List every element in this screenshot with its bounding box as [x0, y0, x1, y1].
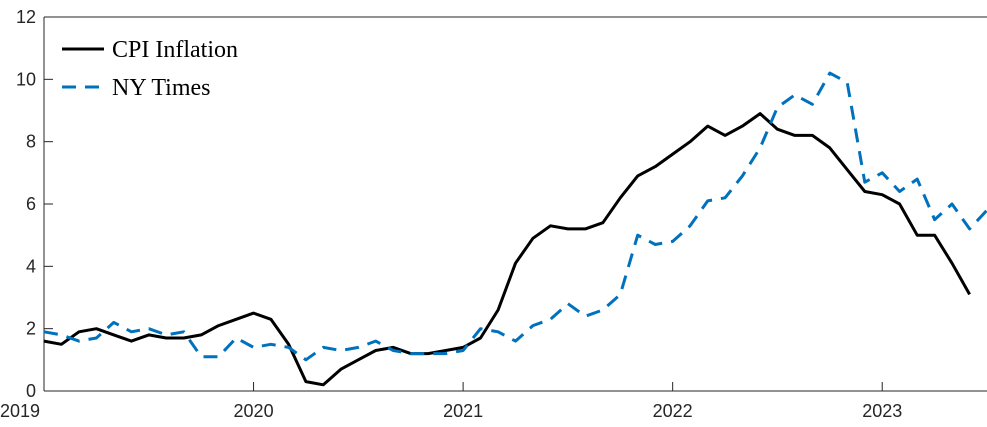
y-tick-label: 2	[26, 319, 36, 339]
axes: 0 2 4 6 8 10 12 2019 2020 2021 2022 2023	[0, 7, 987, 421]
y-tick-label: 12	[16, 7, 36, 27]
y-tick-label: 8	[26, 132, 36, 152]
y-tick-label: 6	[26, 194, 36, 214]
legend-label: NY Times	[112, 75, 210, 101]
ny-times-series-line	[43, 71, 987, 362]
cpi-inflation-series-line	[43, 112, 971, 387]
y-tick-label: 0	[26, 381, 36, 401]
x-tick-label: 2021	[443, 401, 483, 421]
legend: CPI Inflation NY Times	[62, 37, 238, 101]
series-lines	[43, 71, 987, 387]
x-tick-label: 2020	[234, 401, 274, 421]
x-tick-label: 2019	[0, 401, 40, 421]
x-tick-label: 2023	[862, 401, 902, 421]
legend-label: CPI Inflation	[112, 37, 238, 63]
x-tick-label: 2022	[653, 401, 693, 421]
y-tick-label: 10	[16, 69, 36, 89]
y-tick-label: 4	[26, 256, 36, 276]
